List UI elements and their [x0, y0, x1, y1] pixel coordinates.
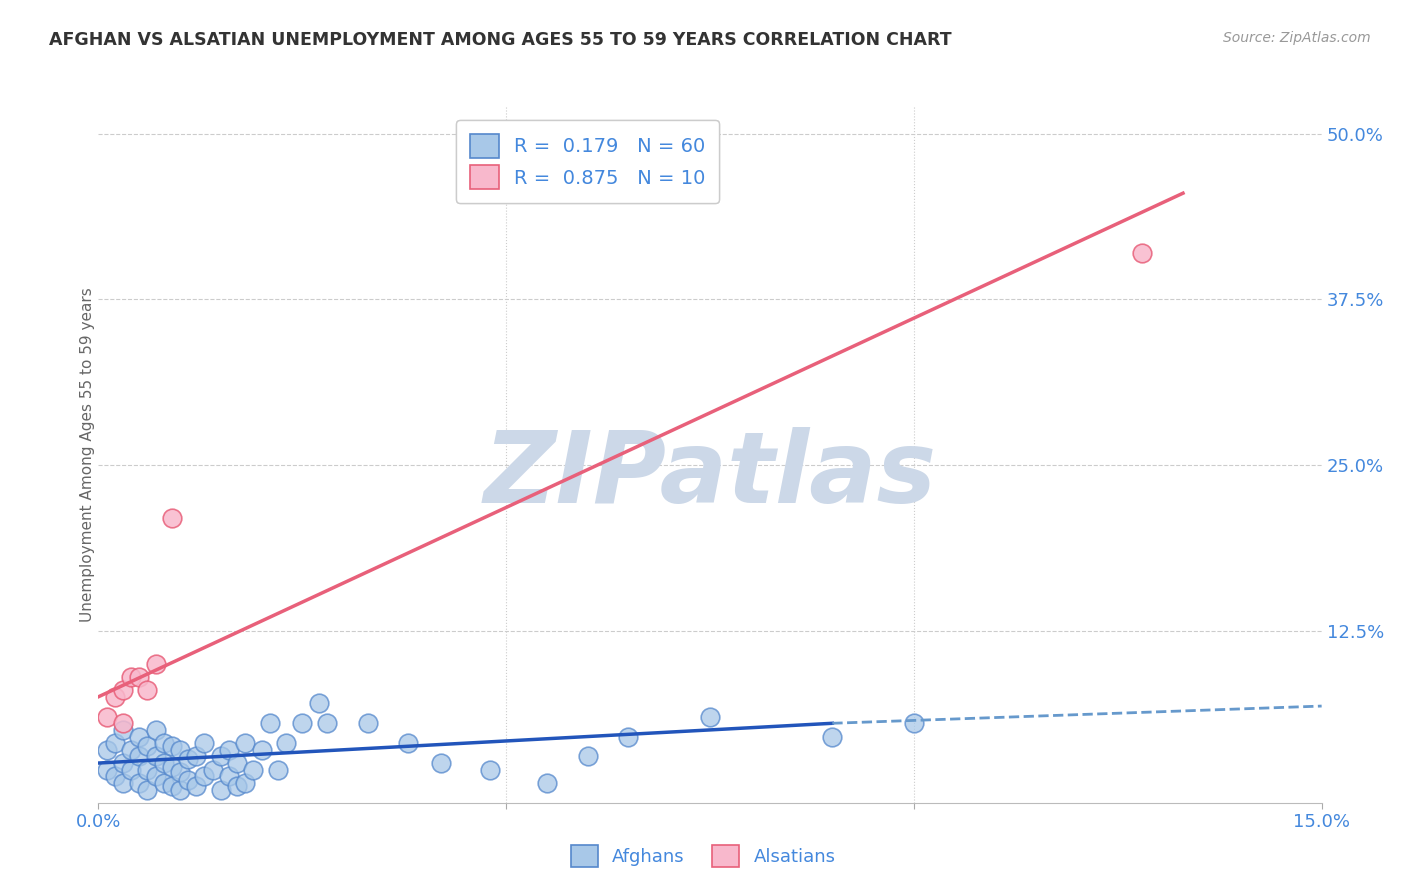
Point: [478, 763, 501, 777]
Point: [169, 743, 191, 757]
Point: [111, 723, 134, 737]
Point: [104, 769, 127, 783]
Point: [308, 697, 330, 711]
Point: [96, 709, 118, 723]
Legend: Afghans, Alsatians: Afghans, Alsatians: [564, 838, 842, 874]
Point: [226, 756, 249, 770]
Point: [160, 511, 183, 525]
Point: [356, 716, 378, 731]
Point: [218, 769, 240, 783]
Point: [576, 749, 599, 764]
Point: [169, 765, 191, 780]
Point: [233, 736, 256, 750]
Point: [396, 736, 419, 750]
Point: [128, 776, 150, 790]
Point: [111, 776, 134, 790]
Point: [1130, 245, 1153, 260]
Point: [218, 743, 240, 757]
Y-axis label: Unemployment Among Ages 55 to 59 years: Unemployment Among Ages 55 to 59 years: [80, 287, 94, 623]
Point: [152, 756, 174, 770]
Point: [152, 736, 174, 750]
Point: [145, 749, 167, 764]
Point: [250, 743, 273, 757]
Point: [145, 769, 167, 783]
Point: [120, 763, 142, 777]
Point: [177, 752, 200, 766]
Point: [186, 749, 208, 764]
Point: [209, 749, 232, 764]
Point: [128, 749, 150, 764]
Point: [160, 760, 183, 774]
Point: [152, 776, 174, 790]
Point: [315, 716, 337, 731]
Point: [136, 782, 159, 797]
Point: [699, 709, 721, 723]
Point: [160, 739, 183, 753]
Point: [128, 670, 150, 684]
Point: [136, 739, 159, 753]
Point: [209, 782, 232, 797]
Point: [136, 683, 159, 698]
Point: [274, 736, 297, 750]
Point: [267, 763, 290, 777]
Point: [430, 756, 453, 770]
Point: [177, 773, 200, 788]
Point: [536, 776, 558, 790]
Text: Source: ZipAtlas.com: Source: ZipAtlas.com: [1223, 31, 1371, 45]
Point: [201, 763, 224, 777]
Point: [160, 779, 183, 793]
Point: [120, 670, 142, 684]
Point: [96, 743, 118, 757]
Point: [259, 716, 281, 731]
Point: [111, 756, 134, 770]
Point: [291, 716, 314, 731]
Point: [128, 730, 150, 744]
Point: [111, 683, 134, 698]
Point: [104, 690, 127, 704]
Point: [233, 776, 256, 790]
Text: ZIPatlas: ZIPatlas: [484, 427, 936, 524]
Point: [193, 769, 215, 783]
Point: [821, 730, 844, 744]
Legend: R =  0.179   N = 60, R =  0.875   N = 10: R = 0.179 N = 60, R = 0.875 N = 10: [456, 120, 720, 202]
Point: [193, 736, 215, 750]
Point: [136, 763, 159, 777]
Point: [617, 730, 640, 744]
Point: [120, 743, 142, 757]
Point: [104, 736, 127, 750]
Text: AFGHAN VS ALSATIAN UNEMPLOYMENT AMONG AGES 55 TO 59 YEARS CORRELATION CHART: AFGHAN VS ALSATIAN UNEMPLOYMENT AMONG AG…: [49, 31, 952, 49]
Point: [186, 779, 208, 793]
Point: [226, 779, 249, 793]
Point: [145, 723, 167, 737]
Point: [96, 763, 118, 777]
Point: [903, 716, 925, 731]
Point: [111, 716, 134, 731]
Point: [145, 657, 167, 671]
Point: [169, 782, 191, 797]
Point: [242, 763, 264, 777]
